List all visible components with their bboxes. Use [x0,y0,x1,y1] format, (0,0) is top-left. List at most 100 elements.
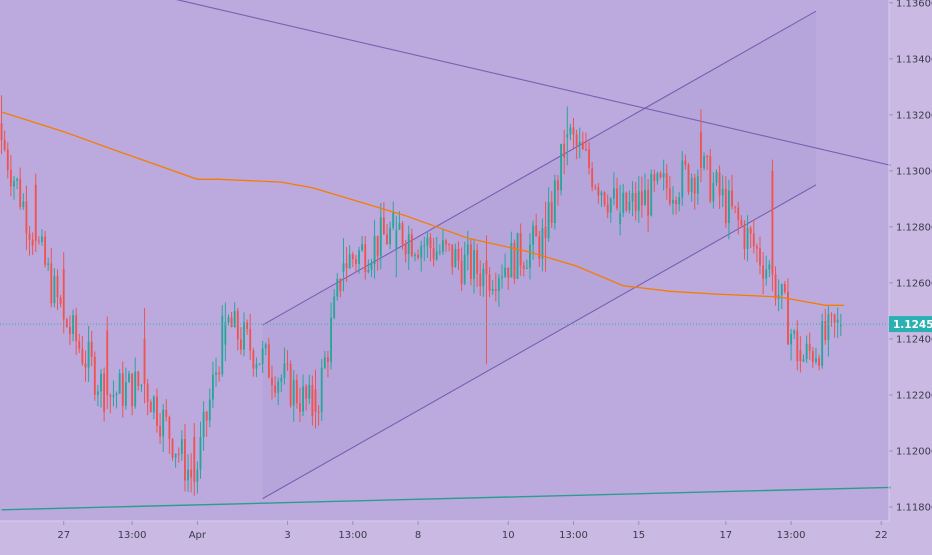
candle-body [734,206,737,208]
candle-body [264,344,267,349]
candle-body [103,373,106,412]
candle-body [494,289,497,291]
candle-body [463,254,466,284]
price-tick-label: 1.13200 [896,110,932,121]
trend-lines[interactable] [1,0,891,511]
candle-body [557,180,559,191]
candle-body [174,453,177,458]
candle-body [681,160,684,198]
candle-body [727,190,730,224]
candle-body [345,263,348,269]
candle-body [485,260,488,275]
candle-body [432,248,435,260]
candle-body [398,223,401,230]
candle-body [594,187,597,189]
candle-body [429,237,432,249]
trend-line-1[interactable] [166,0,891,166]
candle-body [768,264,771,270]
candle-body [227,317,230,323]
candle-body [395,229,398,250]
trend-line-3[interactable] [262,184,817,500]
candle-body [457,248,460,261]
candle-body [323,357,326,368]
candle-body [333,296,336,318]
candle-body [149,401,152,413]
candle-body [805,343,808,360]
candle-body [584,149,587,151]
candle-body [687,164,690,192]
time-tick-label: 13:00 [559,530,588,541]
trend-line-2[interactable] [262,10,817,326]
candle-body [274,385,277,393]
candle-body [31,239,34,246]
candle-body [787,291,789,345]
candle-body [389,227,392,245]
price-tick-label: 1.12400 [896,334,932,345]
candle-body [354,259,357,264]
candle-body [305,386,308,399]
candle-body [538,236,541,259]
candle-body [811,350,814,363]
candle-body [504,267,507,277]
candle-body [783,284,786,292]
candle-body [690,177,693,192]
candle-body [553,180,556,224]
candle-body [516,232,519,279]
candle-body [47,263,50,265]
candle-body [771,170,774,275]
candle-body [65,319,68,327]
candle-body [376,235,379,257]
candle-body [62,268,65,320]
current-price-tag: 1.12453 [889,316,932,333]
candle-body [606,204,609,213]
candle-body [246,322,249,329]
candle-body [230,317,233,328]
candle-body [90,341,93,357]
price-tick-label: 1.12600 [896,278,932,289]
candle-body [622,192,625,213]
candle-body [678,197,681,205]
trend-line-4[interactable] [1,486,891,511]
candle-body [752,233,755,247]
candle-body [277,381,280,393]
candle-body [522,265,525,269]
candle-body [72,315,74,335]
candle-body [821,321,824,366]
candle-body [591,168,594,188]
candle-body [196,469,199,482]
price-tick-label: 1.12200 [896,390,932,401]
candle-body [578,141,581,146]
candle-body [700,131,702,169]
candle-body [128,373,130,383]
candle-body [25,201,28,234]
candle-body [327,357,329,362]
candle-body [124,382,127,406]
candle-body [401,223,404,245]
candle-body [836,319,839,323]
candle-body [423,245,426,247]
candle-body [616,188,618,209]
candle-body [358,250,360,264]
time-tick-label: 27 [57,530,70,541]
candle-body [289,363,292,406]
candle-body [563,143,566,158]
candle-body [187,469,189,481]
candle-body [755,246,758,249]
candle-body [631,193,634,202]
candle-body [824,321,827,341]
candle-body [460,260,463,284]
candle-body [693,177,696,194]
time-axis[interactable]: 27 13:00 Apr 3 13:00 8 10 13:00 15 17 13:00 22 [57,521,888,541]
price-axis[interactable]: 1.13600 1.13400 1.13200 1.13000 1.12800 1.126… [889,0,932,513]
candle-body [535,225,538,237]
candle-body [404,244,407,255]
candle-body [731,190,733,207]
candle-body [513,242,516,279]
candle-body [252,350,255,369]
candle-body [44,236,47,265]
candle-body [597,187,600,196]
candle-body [746,228,749,249]
candle-body [190,469,193,478]
